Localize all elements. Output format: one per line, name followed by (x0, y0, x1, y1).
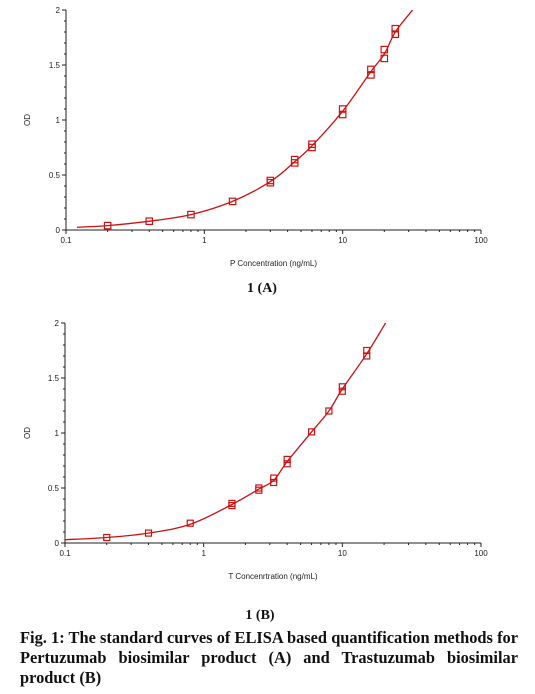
data-point-a (391, 30, 400, 39)
y-tick-label-a: 2 (56, 6, 61, 15)
y-tick-label-b: 1.5 (48, 374, 60, 383)
data-point-a (290, 155, 299, 164)
y-axis-title-b: OD (23, 427, 32, 439)
x-tick-label-a: 100 (474, 236, 488, 245)
y-tick-label-b: 2 (55, 319, 60, 328)
data-point-a (380, 45, 389, 54)
data-point-a (367, 71, 375, 79)
x-tick-label-a: 0.1 (60, 236, 72, 245)
y-axis-title-a: OD (23, 114, 32, 126)
y-tick-label-b: 0.5 (48, 484, 60, 493)
fit-curve-a (76, 10, 414, 228)
data-point-b (270, 478, 278, 487)
data-point-a (367, 65, 375, 74)
y-tick-label-a: 0 (56, 226, 61, 235)
data-point-b (283, 455, 291, 463)
data-point-b (228, 499, 236, 507)
x-tick-label-b: 1 (201, 549, 206, 558)
x-tick-label-b: 0.1 (59, 549, 71, 558)
data-point-a (266, 176, 275, 185)
data-point-b (338, 383, 346, 391)
data-point-b (283, 460, 291, 468)
chart-panel-a: 0 0.5 1 1.5 2 0.1 1 10 100 P Concentration (ng/mL… (23, 6, 488, 268)
panel-label-b: 1 (B) (245, 608, 275, 623)
data-point-a (145, 217, 154, 226)
data-point-a (338, 110, 347, 119)
data-point-a (338, 105, 347, 113)
chart-panel-b: 0 0.5 1 1.5 2 0.1 1 10 100 T Concenrtration (ng/m… (23, 319, 488, 581)
data-point-b (307, 428, 316, 436)
x-tick-label-a: 10 (338, 236, 347, 245)
data-point-a (228, 197, 237, 206)
data-point-b (363, 346, 371, 355)
data-point-a (103, 221, 112, 230)
data-point-b (186, 519, 194, 527)
y-tick-label-b: 0 (55, 539, 60, 548)
y-tick-label-a: 0.5 (49, 171, 61, 180)
y-tick-label-a: 1 (56, 116, 61, 125)
data-point-b (255, 484, 263, 492)
data-point-a (380, 54, 389, 63)
data-point-a (308, 140, 316, 149)
data-point-a (391, 24, 400, 33)
x-tick-label-b: 10 (338, 549, 347, 558)
fit-curve-b (65, 323, 387, 541)
data-point-b (144, 529, 153, 537)
data-point-b (338, 387, 346, 395)
y-tick-label-b: 1 (55, 429, 60, 438)
x-axis-title-a: P Concentration (ng/mL) (230, 259, 317, 268)
x-tick-label-b: 100 (474, 549, 488, 558)
data-point-b (325, 407, 333, 415)
data-point-a (187, 210, 195, 219)
x-tick-label-a: 1 (202, 236, 207, 245)
figure-caption: Fig. 1: The standard curves of ELISA bas… (20, 628, 518, 687)
panel-label-a: 1 (A) (247, 281, 277, 296)
x-axis-title-b: T Concenrtration (ng/mL) (228, 572, 318, 581)
y-tick-label-a: 1.5 (49, 61, 61, 70)
data-point-b (270, 474, 278, 482)
data-point-b (103, 533, 111, 542)
